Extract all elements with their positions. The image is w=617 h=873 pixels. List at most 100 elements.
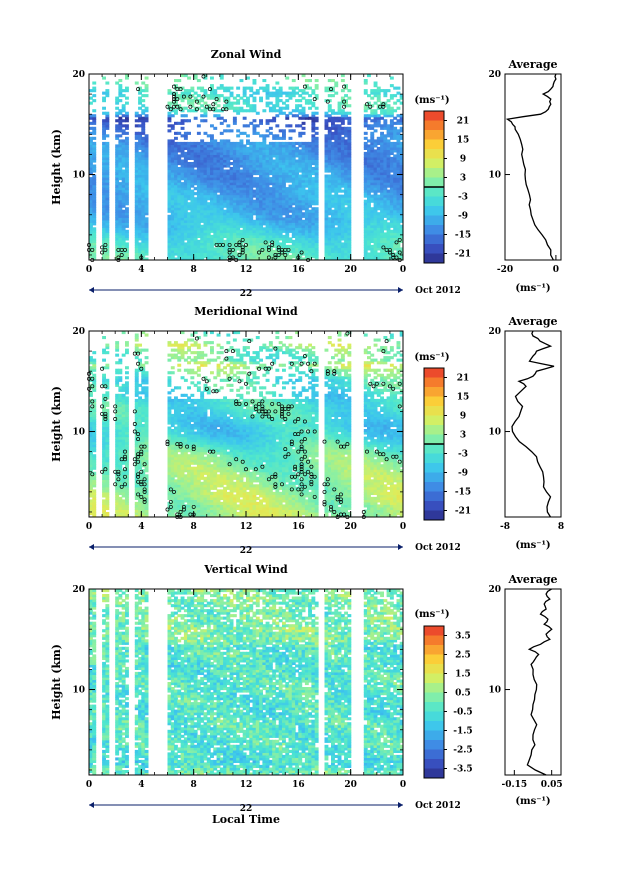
heatmap-cell	[334, 187, 339, 191]
heatmap-cell	[180, 209, 185, 213]
heatmap-cell	[89, 451, 93, 455]
heatmap-cell	[298, 99, 303, 103]
heatmap-cell	[167, 239, 172, 243]
heatmap-cell	[278, 204, 283, 208]
heatmap-cell	[226, 162, 231, 166]
heatmap-cell	[187, 219, 191, 223]
heatmap-cell	[236, 194, 241, 198]
heatmap-cell	[246, 162, 250, 166]
heatmap-cell	[177, 212, 182, 216]
heatmap-cell	[295, 227, 299, 231]
heatmap-cell	[118, 454, 123, 458]
heatmap-cell	[187, 119, 191, 123]
heatmap-cell	[242, 86, 247, 90]
heatmap-cell	[190, 182, 195, 186]
heatmap-cell	[367, 101, 371, 105]
heatmap-cell	[219, 74, 224, 78]
heatmap-cell	[239, 207, 244, 211]
heatmap-cell	[278, 202, 283, 206]
heatmap-cell	[389, 129, 394, 133]
heatmap-cell	[138, 154, 142, 158]
heatmap-cell	[298, 124, 303, 128]
heatmap-cell	[265, 227, 270, 231]
heatmap-cell	[278, 89, 283, 93]
heatmap-cell	[115, 172, 120, 176]
heatmap-cell	[291, 182, 296, 186]
heatmap-cell	[239, 149, 244, 153]
heatmap-cell	[115, 167, 120, 171]
heatmap-cell	[121, 106, 126, 110]
heatmap-cell	[102, 224, 106, 228]
heatmap-cell	[183, 154, 188, 158]
heatmap-cell	[216, 99, 221, 103]
heatmap-cell	[399, 184, 403, 188]
heatmap-cell	[380, 234, 384, 238]
heatmap-cell	[265, 184, 270, 188]
heatmap-cell	[304, 86, 309, 90]
heatmap-cell	[249, 224, 254, 228]
heatmap-cell	[203, 204, 208, 208]
heatmap-cell	[115, 199, 120, 203]
heatmap-cell	[285, 154, 290, 158]
heatmap-cell	[347, 207, 352, 211]
heatmap-cell	[236, 159, 241, 163]
heatmap-cell	[219, 244, 224, 248]
zero-contour-mark	[214, 97, 219, 102]
heatmap-cell	[125, 86, 129, 90]
heatmap-cell	[102, 456, 106, 460]
heatmap-cell	[239, 131, 244, 135]
heatmap-cell	[102, 434, 106, 438]
heatmap-cell	[288, 154, 293, 158]
heatmap-cell	[138, 177, 142, 181]
heatmap-cell	[311, 242, 316, 246]
heatmap-cell	[298, 89, 303, 93]
x-tick-label: 12	[240, 265, 253, 275]
heatmap-cell	[334, 167, 339, 171]
heatmap-cell	[265, 144, 270, 148]
heatmap-cell	[138, 199, 142, 203]
heatmap-cell	[134, 111, 139, 115]
heatmap-cell	[389, 207, 394, 211]
heatmap-cell	[121, 156, 126, 160]
heatmap-cell	[170, 146, 175, 150]
heatmap-cell	[242, 209, 247, 213]
heatmap-cell	[115, 229, 120, 233]
heatmap-cell	[393, 212, 398, 216]
heatmap-cell	[141, 242, 146, 246]
heatmap-cell	[187, 249, 191, 253]
heatmap-cell	[386, 184, 391, 188]
heatmap-cell	[190, 212, 195, 216]
heatmap-cell	[265, 179, 270, 183]
heatmap-cell	[291, 151, 296, 155]
heatmap-cell	[367, 229, 371, 233]
heatmap-cell	[196, 144, 201, 148]
heatmap-cell	[327, 99, 332, 103]
heatmap-cell	[213, 151, 218, 155]
heatmap-cell	[347, 179, 352, 183]
heatmap-cell	[239, 162, 244, 166]
heatmap-cell	[242, 149, 247, 153]
heatmap-cell	[373, 184, 378, 188]
heatmap-cell	[337, 209, 342, 213]
heatmap-cell	[252, 96, 257, 100]
heatmap-cell	[187, 252, 191, 256]
heatmap-cell	[304, 214, 309, 218]
heatmap-cell	[331, 94, 335, 98]
heatmap-cell	[389, 124, 394, 128]
heatmap-cell	[265, 174, 270, 178]
heatmap-cell	[265, 94, 270, 98]
heatmap-cell	[196, 212, 201, 216]
heatmap-cell	[334, 247, 339, 251]
zero-contour-mark	[123, 247, 127, 252]
heatmap-cell	[380, 257, 384, 260]
heatmap-cell	[229, 194, 234, 198]
heatmap-cell	[102, 76, 106, 80]
heatmap-cell	[396, 172, 401, 176]
heatmap-cell	[180, 144, 185, 148]
heatmap-cell	[190, 209, 195, 213]
heatmap-cell	[141, 156, 146, 160]
heatmap-cell	[105, 162, 110, 166]
heatmap-cell	[396, 239, 401, 243]
heatmap-cell	[134, 184, 139, 188]
heatmap-cell	[193, 244, 198, 248]
